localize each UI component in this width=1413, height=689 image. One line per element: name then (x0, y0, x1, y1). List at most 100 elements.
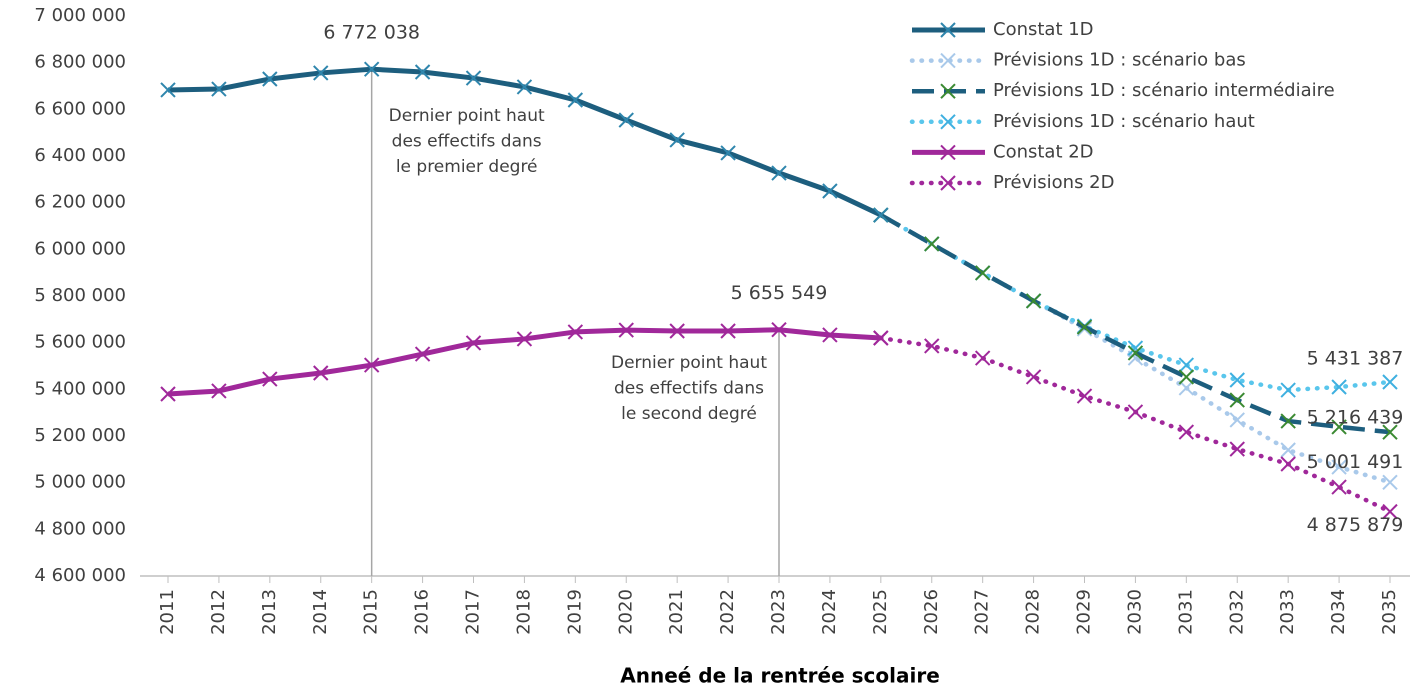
x-tick-label: 2024 (819, 589, 840, 635)
annotation-text: des effectifs dans (392, 132, 542, 152)
marker (363, 61, 380, 77)
marker (1382, 374, 1398, 390)
marker-stroke (1280, 413, 1296, 429)
marker-stroke (1178, 424, 1195, 440)
marker-stroke (1025, 369, 1042, 385)
marker (1076, 388, 1093, 404)
marker-stroke (1127, 345, 1144, 361)
marker (313, 365, 329, 381)
marker (1331, 459, 1347, 475)
marker-stroke (974, 350, 991, 366)
x-tick-label: 2012 (208, 589, 229, 635)
x-tick-label: 2013 (259, 589, 280, 635)
marker-stroke (1229, 412, 1245, 428)
y-tick-label: 6 600 000 (34, 98, 126, 119)
marker (1178, 424, 1195, 440)
marker-stroke (465, 335, 482, 351)
data-label: 5 001 491 (1307, 451, 1404, 473)
marker-stroke (414, 346, 431, 362)
legend-label: Constat 2D (993, 141, 1094, 162)
marker-stroke (1076, 388, 1093, 404)
marker-stroke (516, 79, 533, 95)
marker-stroke (940, 114, 956, 130)
y-tick-label: 5 000 000 (34, 472, 126, 493)
data-label: 4 875 879 (1307, 514, 1404, 536)
x-tick-label: 2034 (1328, 589, 1349, 635)
x-tick-label: 2019 (564, 589, 585, 635)
marker-stroke (1382, 424, 1398, 440)
marker (567, 324, 584, 340)
x-tick-label: 2029 (1074, 589, 1095, 635)
marker (1229, 412, 1245, 428)
marker-stroke (1280, 382, 1296, 398)
marker (211, 383, 227, 399)
marker-stroke (1229, 392, 1245, 408)
marker-stroke (1178, 369, 1195, 385)
marker-stroke (211, 383, 227, 399)
marker (1382, 424, 1398, 440)
y-tick-label: 7 000 000 (34, 5, 126, 26)
marker (262, 371, 278, 387)
marker-stroke (1331, 479, 1347, 495)
marker-stroke (618, 112, 634, 128)
marker (1178, 369, 1195, 385)
y-tick-label: 6 800 000 (34, 52, 126, 73)
marker (924, 236, 940, 252)
legend-item: Constat 1D (912, 19, 1094, 40)
marker (1025, 369, 1042, 385)
marker-stroke (1382, 503, 1398, 520)
marker-stroke (516, 331, 533, 347)
marker (1178, 357, 1195, 373)
marker (1127, 345, 1144, 361)
marker-stroke (924, 338, 940, 354)
marker-stroke (1331, 419, 1347, 435)
x-tick-label: 2030 (1124, 589, 1145, 635)
marker-stroke (1229, 441, 1245, 457)
marker (618, 322, 634, 338)
marker-stroke (1229, 372, 1245, 388)
x-tick-label: 2020 (615, 589, 636, 635)
marker-stroke (1331, 379, 1347, 395)
marker-stroke (1331, 459, 1347, 475)
x-tick-label: 2026 (921, 589, 942, 635)
marker (516, 79, 533, 95)
x-tick-label: 2031 (1175, 589, 1196, 635)
marker-stroke (720, 145, 736, 161)
marker-stroke (1076, 319, 1093, 335)
y-tick-label: 6 400 000 (34, 145, 126, 166)
marker-stroke (974, 265, 991, 281)
marker-stroke (160, 386, 176, 402)
marker-stroke (211, 81, 227, 97)
legend-label: Constat 1D (993, 19, 1094, 40)
marker (262, 71, 278, 87)
marker (363, 357, 380, 373)
legend-label: Prévisions 1D : scénario bas (993, 50, 1246, 71)
marker-stroke (924, 236, 940, 252)
marker-stroke (160, 82, 176, 98)
y-tick-label: 6 000 000 (34, 238, 126, 259)
marker (924, 338, 940, 354)
marker-stroke (363, 357, 380, 373)
marker-stroke (1025, 293, 1042, 309)
marker-stroke (873, 207, 889, 223)
marker (669, 323, 685, 339)
data-label: 6 772 038 (323, 22, 420, 44)
legend-marker (940, 144, 956, 161)
marker-stroke (618, 322, 634, 338)
marker (1229, 372, 1245, 388)
series-line (879, 213, 1391, 435)
marker (211, 81, 227, 97)
legend-marker (940, 22, 956, 38)
marker (1127, 404, 1144, 420)
marker-stroke (414, 64, 431, 80)
marker (669, 132, 685, 148)
marker (1280, 413, 1296, 429)
x-tick-label: 2018 (513, 589, 534, 635)
marker (1280, 456, 1296, 472)
marker (160, 386, 176, 402)
legend-item: Prévisions 1D : scénario haut (909, 111, 1255, 132)
legend-item: Prévisions 1D : scénario bas (909, 50, 1246, 71)
marker (974, 265, 991, 281)
marker-stroke (1382, 474, 1398, 491)
